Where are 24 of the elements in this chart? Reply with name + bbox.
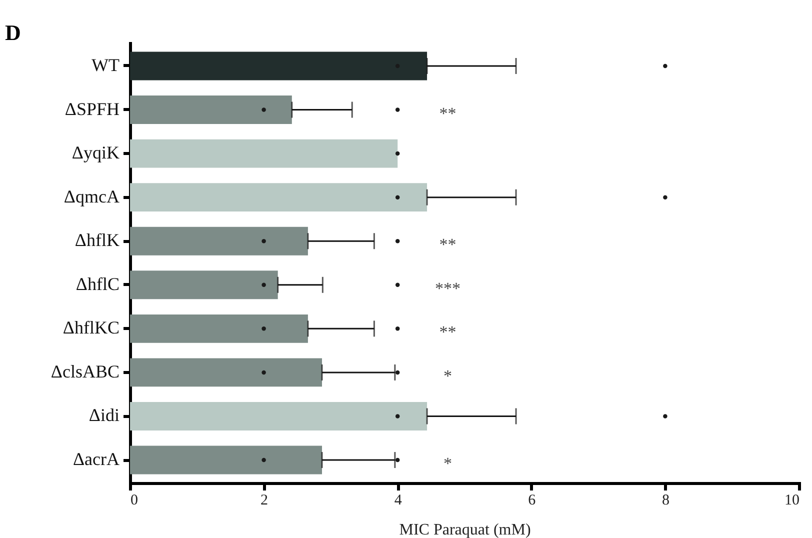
y-tick-label: ΔhflK bbox=[74, 230, 120, 250]
data-label: ** bbox=[439, 235, 456, 254]
data-label: ** bbox=[439, 104, 456, 123]
y-tick-label: ΔclsABC bbox=[50, 361, 120, 382]
data-label: * bbox=[444, 366, 452, 386]
x-tick-label: 8 bbox=[662, 492, 670, 508]
data-label: ** bbox=[439, 322, 456, 342]
y-tick-label: ΔyqiK bbox=[72, 142, 120, 163]
y-tick-label: ΔSPFH bbox=[64, 98, 120, 119]
y-tick-label: Δidi bbox=[88, 405, 120, 426]
x-tick-label: 10 bbox=[784, 492, 800, 508]
x-tick-label: 4 bbox=[394, 492, 402, 508]
data-label: *** bbox=[435, 278, 461, 298]
y-tick-label: ΔhflKC bbox=[62, 318, 120, 338]
y-tick-label: WT bbox=[92, 54, 120, 75]
text: D bbox=[5, 20, 21, 45]
y-tick-label: ΔqmcA bbox=[64, 186, 120, 206]
x-axis-title: MIC Paraquat (mM) bbox=[399, 522, 531, 538]
y-tick-label: ΔhflC bbox=[76, 274, 120, 294]
data-label: * bbox=[444, 454, 452, 474]
x-tick-label: 0 bbox=[130, 492, 138, 508]
x-tick-label: 6 bbox=[528, 492, 536, 508]
x-tick-label: 2 bbox=[260, 492, 268, 508]
y-tick-label: ΔacrA bbox=[72, 449, 120, 470]
